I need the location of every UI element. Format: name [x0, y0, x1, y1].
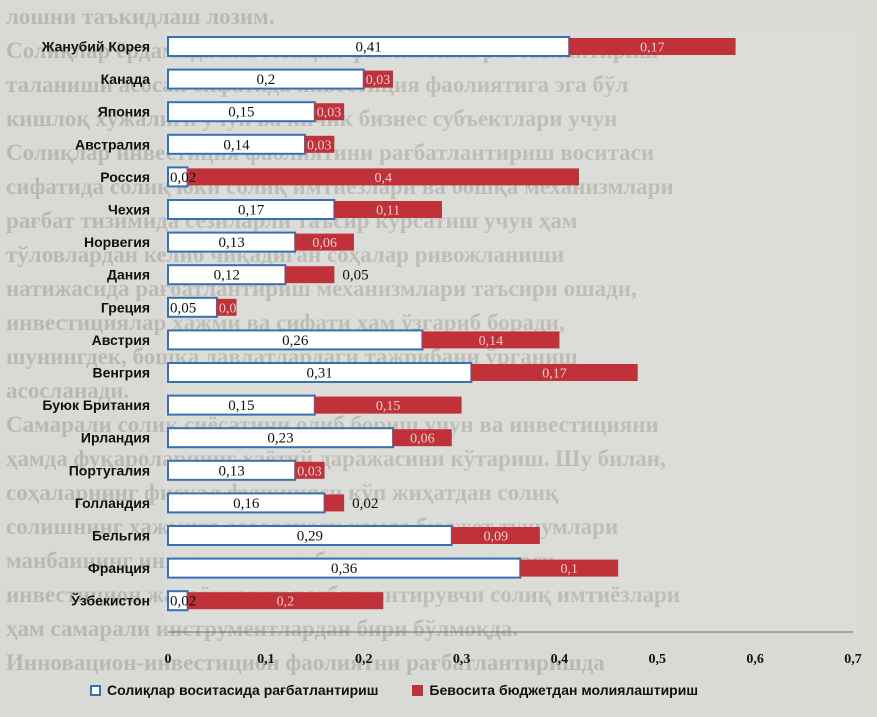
bar-budget-financing [314, 103, 345, 121]
value-label-tax: 0,13 [218, 235, 244, 251]
value-label-tax: 0,23 [267, 431, 293, 447]
value-label-tax: 0,41 [355, 40, 381, 56]
x-tick-label: 0,1 [257, 652, 275, 667]
category-label: Дания [107, 267, 150, 283]
value-label-budget: 0,15 [376, 399, 401, 414]
category-label: Венгрия [92, 365, 150, 381]
bar-budget-financing [363, 70, 394, 88]
bar-budget-financing [295, 461, 325, 479]
value-label-budget: 0,05 [342, 268, 368, 284]
bar-budget-financing [305, 135, 335, 153]
category-label: Бельгия [92, 528, 150, 544]
value-label-budget: 0,1 [560, 562, 578, 577]
bar-budget-financing [324, 494, 345, 512]
x-tick-label: 0,2 [355, 652, 373, 667]
x-tick-label: 0,3 [453, 652, 471, 667]
category-label: Ўзбекистон [70, 592, 150, 609]
category-label: Португалия [69, 462, 150, 478]
background-text-line: лошни таъкидлаш лозим. [6, 4, 275, 29]
category-label: Буюк Британия [42, 397, 150, 413]
x-tick-label: 0,4 [551, 652, 569, 667]
value-label-tax: 0,31 [307, 366, 333, 382]
category-label: Франция [88, 560, 150, 576]
value-label-tax: 0,15 [228, 398, 254, 414]
value-label-tax: 0,2 [256, 72, 275, 88]
x-tick-label: 0,7 [844, 652, 862, 667]
value-label-budget: 0,2 [277, 595, 295, 610]
value-label-budget: 0,09 [484, 530, 509, 545]
category-label: Норвегия [84, 234, 150, 250]
value-label-tax: 0,02 [170, 594, 196, 610]
category-label: Австралия [75, 136, 150, 152]
legend-label-budget: Бевосита бюджетдан молиялаштириш [429, 682, 699, 698]
legend-swatch-tax [90, 684, 101, 696]
value-label-budget: 0,03 [317, 106, 342, 121]
x-tick-label: 0 [165, 652, 172, 667]
value-label-budget: 0,11 [376, 204, 400, 219]
legend-swatch-budget [412, 684, 424, 696]
value-label-budget: 0,14 [479, 334, 504, 349]
bar-budget-financing [471, 364, 638, 381]
value-label-tax: 0,05 [170, 300, 196, 316]
value-label-budget: 0,03 [307, 138, 332, 153]
value-label-tax: 0,26 [282, 333, 309, 349]
category-label: Жанубий Корея [41, 39, 150, 55]
bar-tax-incentive [167, 492, 326, 514]
bar-budget-financing [295, 233, 354, 251]
bar-budget-financing [569, 38, 736, 55]
background-text-line: ҳам самарали инструментлардан бири бўлмо… [6, 616, 518, 641]
category-label: Австрия [92, 332, 150, 348]
value-label-tax: 0,15 [228, 105, 254, 121]
value-label-budget: 0,02 [352, 496, 378, 512]
value-label-budget: 0,02 [219, 301, 244, 316]
category-label: Чехия [108, 202, 150, 218]
bar-budget-financing [314, 396, 462, 414]
background-text-line: асосланади. [6, 378, 130, 403]
value-label-budget: 0,06 [410, 432, 435, 447]
value-label-budget: 0,17 [542, 367, 567, 382]
value-label-tax: 0,17 [238, 203, 265, 219]
legend-item-tax: Солиқлар воситасида рағбатлантириш [90, 682, 378, 698]
bar-budget-financing [187, 168, 580, 186]
bar-budget-financing [216, 298, 237, 316]
bar-budget-financing [285, 266, 335, 284]
value-label-tax: 0,02 [170, 170, 196, 186]
category-label: Россия [100, 169, 150, 185]
value-label-budget: 0,17 [640, 41, 665, 56]
bar-budget-financing [187, 592, 384, 610]
legend-label-tax: Солиқлар воситасида рағбатлантириш [107, 682, 379, 698]
value-label-tax: 0,13 [218, 463, 244, 479]
background-text-line: Инновацион-инвестицион фаолиятни рағбатл… [6, 650, 605, 675]
category-label: Канада [101, 71, 151, 87]
x-tick-label: 0,5 [649, 652, 667, 667]
value-label-budget: 0,4 [375, 171, 393, 186]
bar-budget-financing [422, 331, 560, 349]
category-label: Япония [98, 104, 150, 120]
chart-legend: Солиқлар воситасида рағбатлантириш Бевос… [90, 682, 698, 698]
bar-budget-financing [334, 201, 442, 218]
category-label: Ирландия [81, 430, 150, 446]
value-label-budget: 0,06 [312, 236, 337, 251]
bar-budget-financing [393, 429, 452, 447]
bar-tax-incentive [167, 427, 395, 449]
category-label: Греция [101, 299, 150, 315]
category-label: Голландия [75, 495, 150, 511]
bar-budget-financing [520, 559, 619, 577]
value-label-tax: 0,36 [331, 561, 358, 577]
value-label-tax: 0,29 [297, 529, 323, 545]
bar-budget-financing [451, 527, 540, 544]
legend-item-budget: Бевосита бюджетдан молиялаштириш [412, 682, 698, 698]
background-text-line: ҳамда фуқароларнинг ҳаётий даражасини кў… [6, 446, 666, 471]
value-label-budget: 0,03 [366, 73, 391, 88]
value-label-tax: 0,12 [214, 268, 240, 284]
value-label-tax: 0,16 [233, 496, 260, 512]
x-tick-label: 0,6 [746, 652, 764, 667]
value-label-tax: 0,14 [223, 137, 250, 153]
value-label-budget: 0,03 [297, 464, 322, 479]
